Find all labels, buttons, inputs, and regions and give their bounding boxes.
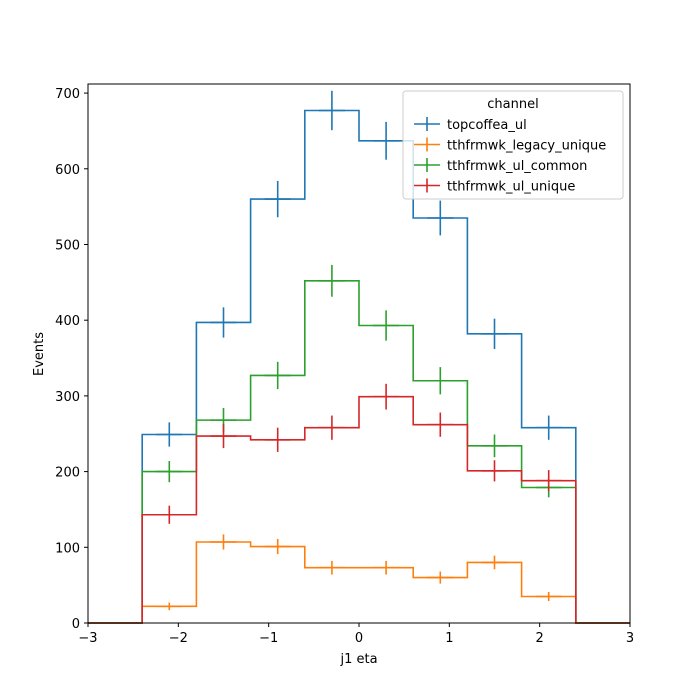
y-tick-label: 100: [55, 541, 80, 556]
series-topcoffea_ul: [88, 90, 630, 624]
series-step-line: [88, 109, 630, 624]
x-axis-ticks: −3 −2 −1 0 1 2 3: [78, 623, 634, 646]
y-axis-label: Events: [32, 332, 47, 376]
legend-label: tthfrmwk_ul_unique: [447, 180, 575, 195]
series-step-line: [88, 280, 630, 624]
x-tick-label: −3: [78, 631, 97, 646]
y-tick-label: 500: [55, 238, 80, 253]
legend-entry: topcoffea_ul: [414, 117, 527, 133]
x-tick-label: 3: [626, 631, 634, 646]
y-tick-label: 400: [55, 314, 80, 329]
x-axis-label: j1 eta: [339, 652, 377, 667]
y-tick-label: 700: [55, 87, 80, 102]
x-tick-label: 2: [536, 631, 544, 646]
legend-entry: tthfrmwk_ul_common: [414, 158, 587, 174]
legend-entry: tthfrmwk_ul_unique: [414, 178, 575, 195]
legend-box: [402, 90, 624, 200]
legend-label: topcoffea_ul: [447, 118, 527, 133]
y-tick-label: 0: [72, 617, 80, 632]
legend-label: tthfrmwk_legacy_unique: [447, 139, 606, 154]
legend-label: tthfrmwk_ul_common: [447, 159, 587, 174]
x-tick-label: −1: [259, 631, 278, 646]
y-tick-label: 600: [55, 163, 80, 178]
legend: channel topcoffea_ul tthfrmwk_legacy_uniq…: [402, 90, 624, 200]
y-axis-ticks: 0 100 200 300 400 500 600 700: [55, 87, 88, 632]
legend-entry: tthfrmwk_legacy_unique: [414, 137, 606, 154]
series-step-line: [88, 541, 630, 624]
x-tick-label: 1: [445, 631, 453, 646]
x-tick-label: 0: [355, 631, 363, 646]
series-step-line: [88, 395, 630, 624]
y-tick-label: 200: [55, 466, 80, 481]
series-tthfrmwk_ul_unique: [88, 383, 630, 624]
series-tthfrmwk_legacy_unique: [88, 534, 630, 624]
series-layer: [88, 90, 630, 624]
legend-title: channel: [487, 97, 538, 112]
legend-entries: topcoffea_ul tthfrmwk_legacy_uniquetthfrm…: [414, 117, 606, 195]
y-tick-label: 300: [55, 390, 80, 405]
x-tick-label: −2: [169, 631, 188, 646]
